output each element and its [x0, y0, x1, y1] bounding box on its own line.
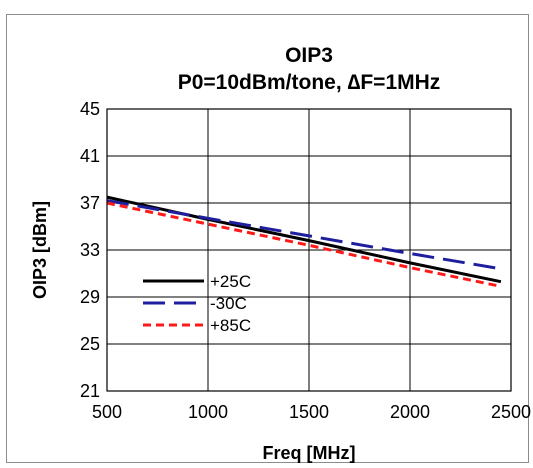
x-tick-label: 2500	[491, 402, 531, 422]
y-tick-label: 25	[80, 334, 100, 354]
y-tick-label: 45	[80, 99, 100, 119]
y-axis-label: OIP3 [dBm]	[30, 201, 50, 299]
legend-label: -30C	[210, 294, 247, 313]
x-tick-label: 500	[92, 402, 122, 422]
y-tick-label: 21	[80, 381, 100, 401]
y-tick-label: 41	[80, 146, 100, 166]
x-tick-label: 1500	[289, 402, 329, 422]
x-tick-label: 1000	[188, 402, 228, 422]
x-axis-label: Freq [MHz]	[263, 443, 356, 463]
y-tick-label: 37	[80, 193, 100, 213]
legend-label: +25C	[210, 272, 251, 291]
y-tick-label: 29	[80, 287, 100, 307]
legend-label: +85C	[210, 316, 251, 335]
x-tick-label: 2000	[390, 402, 430, 422]
chart-subtitle: P0=10dBm/tone, ∆F=1MHz	[178, 71, 441, 94]
y-tick-label: 33	[80, 240, 100, 260]
chart-title: OIP3	[285, 44, 333, 67]
